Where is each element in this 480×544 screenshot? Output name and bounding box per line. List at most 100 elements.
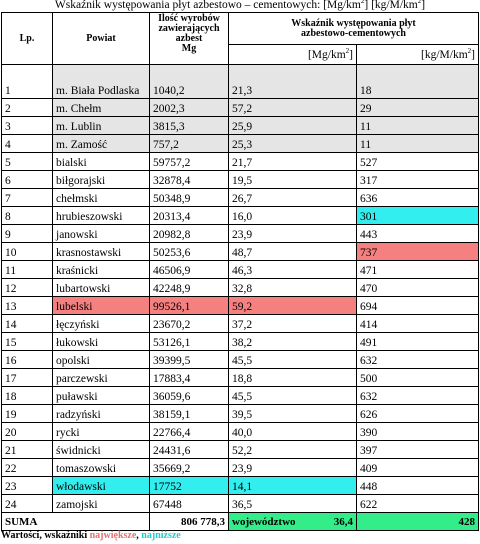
suma-label: SUMA xyxy=(1,512,150,531)
cell-kg-m-km2: 636 xyxy=(356,188,479,207)
cell-ilosc: 67448 xyxy=(149,494,229,513)
cell-mg-km2: 57,2 xyxy=(228,98,357,117)
header-ilosc: Ilość wyrobów zawierających azbest Mg xyxy=(149,12,229,65)
cell-powiat: lubelski xyxy=(52,296,150,315)
cell-mg-km2: 52,2 xyxy=(228,440,357,459)
cell-lp: 5 xyxy=(1,152,53,171)
cell-lp: 2 xyxy=(1,98,53,117)
table-row: 2 m. Chełm 2002,3 57,2 29 xyxy=(1,98,479,117)
table-row: 1 m. Biała Podlaska 1040,2 21,3 18 xyxy=(1,64,479,99)
cell-kg-m-km2: 737 xyxy=(356,242,479,261)
cell-powiat: łęczyński xyxy=(52,314,150,333)
cell-lp: 9 xyxy=(1,224,53,243)
cell-lp: 20 xyxy=(1,422,53,441)
table-row: 5 bialski 59757,2 21,7 527 xyxy=(1,152,479,171)
suma-mg-km2-value: 36,4 xyxy=(333,515,353,528)
header-unit-mg-km2: [Mg/km2] xyxy=(228,44,357,65)
cell-ilosc: 35669,2 xyxy=(149,458,229,477)
cell-lp: 18 xyxy=(1,386,53,405)
cell-powiat: puławski xyxy=(52,386,150,405)
cell-lp: 22 xyxy=(1,458,53,477)
cell-lp: 19 xyxy=(1,404,53,423)
cell-powiat: kraśnicki xyxy=(52,260,150,279)
cell-mg-km2: 23,9 xyxy=(228,458,357,477)
cell-kg-m-km2: 29 xyxy=(356,98,479,117)
cell-kg-m-km2: 632 xyxy=(356,386,479,405)
suma-row: SUMA 806 778,3 województwo 36,4 428 xyxy=(1,512,479,531)
cell-mg-km2: 36,5 xyxy=(228,494,357,513)
cell-powiat: zamojski xyxy=(52,494,150,513)
cell-ilosc: 59757,2 xyxy=(149,152,229,171)
cell-ilosc: 20982,8 xyxy=(149,224,229,243)
cell-powiat: włodawski xyxy=(52,476,150,495)
note-sep: , xyxy=(136,530,142,541)
header-ilosc-label: Ilość wyrobów zawierających azbest xyxy=(158,13,220,44)
table-row: 21 świdnicki 24431,6 52,2 397 xyxy=(1,440,479,459)
table-row: 7 chełmski 50348,9 26,7 636 xyxy=(1,188,479,207)
header-powiat: Powiat xyxy=(52,12,150,65)
cell-powiat: chełmski xyxy=(52,188,150,207)
cell-mg-km2: 25,3 xyxy=(228,134,357,153)
cell-kg-m-km2: 448 xyxy=(356,476,479,495)
cell-kg-m-km2: 470 xyxy=(356,278,479,297)
header-lp: Lp. xyxy=(1,12,53,65)
unit1-sup: 2 xyxy=(345,46,350,55)
title-text-2: ] [kg/M/km xyxy=(364,0,418,11)
title-text-1: Wskaźnik występowania płyt azbestowo – c… xyxy=(54,0,361,11)
cell-kg-m-km2: 317 xyxy=(356,170,479,189)
cell-kg-m-km2: 11 xyxy=(356,116,479,135)
cell-mg-km2: 37,2 xyxy=(228,314,357,333)
cell-mg-km2: 39,5 xyxy=(228,404,357,423)
cell-kg-m-km2: 491 xyxy=(356,332,479,351)
cell-ilosc: 24431,6 xyxy=(149,440,229,459)
suma-ilosc: 806 778,3 xyxy=(149,512,229,531)
cell-lp: 8 xyxy=(1,206,53,225)
cell-lp: 3 xyxy=(1,116,53,135)
table-row: 19 radzyński 38159,1 39,5 626 xyxy=(1,404,479,423)
cell-ilosc: 38159,1 xyxy=(149,404,229,423)
cell-kg-m-km2: 409 xyxy=(356,458,479,477)
unit2-sup: 2 xyxy=(467,46,472,55)
note-low: najniższe xyxy=(141,530,181,541)
unit1-base: [Mg/km xyxy=(307,48,346,61)
note-prefix: Wartości, wskaźniki xyxy=(1,530,90,541)
unit1-end: ] xyxy=(349,48,353,61)
cell-powiat: tomaszowski xyxy=(52,458,150,477)
cell-ilosc: 53126,1 xyxy=(149,332,229,351)
table-row: 9 janowski 20982,8 23,9 443 xyxy=(1,224,479,243)
table-row: 11 kraśnicki 46506,9 46,3 471 xyxy=(1,260,479,279)
cell-mg-km2: 45,5 xyxy=(228,386,357,405)
cell-powiat: radzyński xyxy=(52,404,150,423)
cell-ilosc: 39399,5 xyxy=(149,350,229,369)
cell-kg-m-km2: 414 xyxy=(356,314,479,333)
cell-kg-m-km2: 301 xyxy=(356,206,479,225)
suma-woj-label: województwo xyxy=(232,515,296,528)
cell-mg-km2: 21,7 xyxy=(228,152,357,171)
table-row: 24 zamojski 67448 36,5 622 xyxy=(1,494,479,513)
table-row: 18 puławski 36059,6 45,5 632 xyxy=(1,386,479,405)
table-row: 4 m. Zamość 757,2 25,3 11 xyxy=(1,134,479,153)
cell-ilosc: 17752 xyxy=(149,476,229,495)
cell-kg-m-km2: 11 xyxy=(356,134,479,153)
cell-kg-m-km2: 18 xyxy=(356,64,479,99)
table-row: 23 włodawski 17752 14,1 448 xyxy=(1,476,479,495)
suma-mg-km2: województwo 36,4 xyxy=(228,512,357,531)
cell-kg-m-km2: 471 xyxy=(356,260,479,279)
cell-ilosc: 42248,9 xyxy=(149,278,229,297)
cell-mg-km2: 21,3 xyxy=(228,64,357,99)
cell-powiat: krasnostawski xyxy=(52,242,150,261)
cell-ilosc: 757,2 xyxy=(149,134,229,153)
cell-lp: 24 xyxy=(1,494,53,513)
cell-mg-km2: 46,3 xyxy=(228,260,357,279)
cell-powiat: świdnicki xyxy=(52,440,150,459)
header-wskaznik-label: Wskaźnik występowania płyt azbestowo-cem… xyxy=(291,17,416,39)
cell-kg-m-km2: 500 xyxy=(356,368,479,387)
cell-ilosc: 3815,3 xyxy=(149,116,229,135)
cell-lp: 7 xyxy=(1,188,53,207)
cell-lp: 4 xyxy=(1,134,53,153)
cell-lp: 13 xyxy=(1,296,53,315)
cell-ilosc: 50253,6 xyxy=(149,242,229,261)
cell-ilosc: 1040,2 xyxy=(149,64,229,99)
table-row: 6 biłgorajski 32878,4 19,5 317 xyxy=(1,170,479,189)
header-wskaznik: Wskaźnik występowania płyt azbestowo-cem… xyxy=(228,12,479,45)
